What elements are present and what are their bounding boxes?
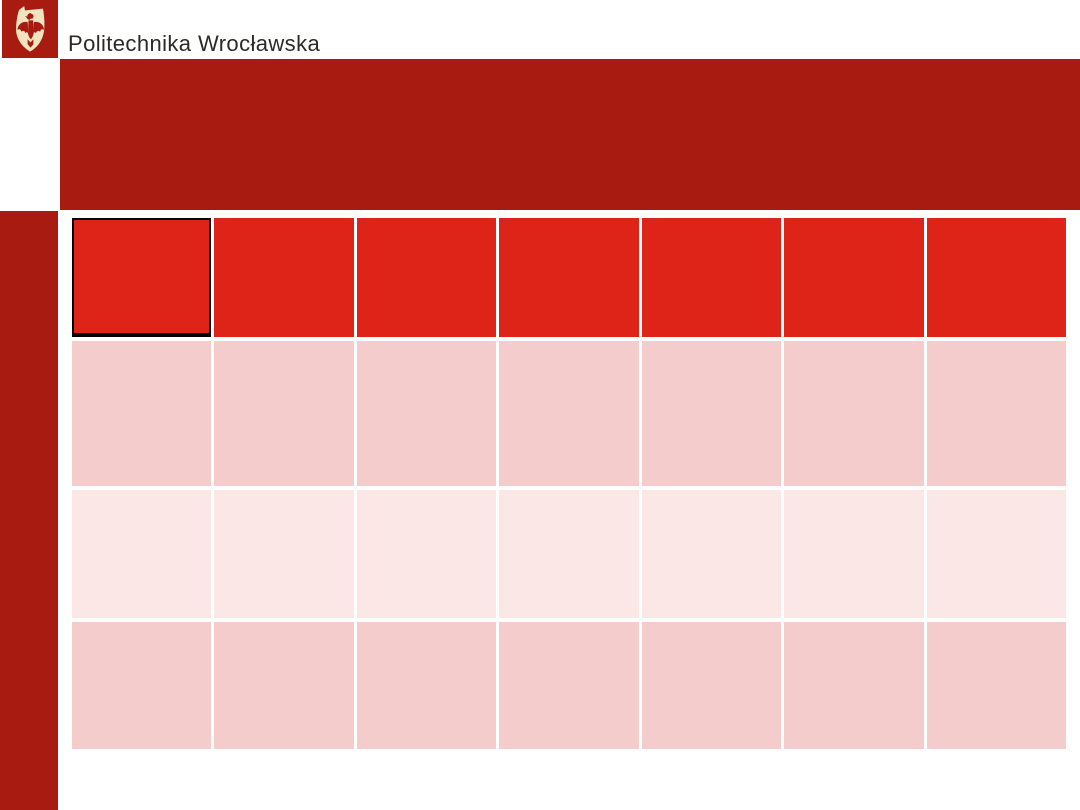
table-body-row [72, 341, 1066, 486]
table-body-cell[interactable] [641, 341, 782, 486]
table-body-cell[interactable] [499, 622, 639, 749]
table-body-cell[interactable] [72, 622, 212, 749]
table-header-cell[interactable] [214, 218, 354, 337]
table-body-cell[interactable] [784, 341, 924, 486]
table-body-cell[interactable] [784, 622, 924, 749]
table-body-cell[interactable] [641, 622, 782, 749]
table-body-cell[interactable] [926, 622, 1066, 749]
table-body-cell[interactable] [214, 341, 354, 486]
table-body-cell[interactable] [72, 341, 212, 486]
table-body-cell[interactable] [356, 490, 497, 618]
table-body-cell[interactable] [356, 622, 497, 749]
table-selected-cell[interactable] [72, 218, 212, 337]
table-header-cell[interactable] [356, 218, 497, 337]
table-body-cell[interactable] [356, 341, 497, 486]
table-body-cell[interactable] [214, 490, 354, 618]
table-body-cell[interactable] [926, 490, 1066, 618]
table-body-cell[interactable] [499, 490, 639, 618]
eagle-shield-icon [16, 6, 45, 52]
title-banner[interactable] [60, 59, 1080, 210]
table-header-cell[interactable] [641, 218, 782, 337]
table-header-cell[interactable] [926, 218, 1066, 337]
university-name: Politechnika Wrocławska [68, 31, 321, 56]
table-body-cell[interactable] [926, 341, 1066, 486]
table-header-row [72, 218, 1066, 337]
content-table [72, 218, 1066, 749]
table-body-cell[interactable] [214, 622, 354, 749]
left-accent-bar [0, 211, 58, 810]
table-body-cell[interactable] [72, 490, 212, 618]
table-body-cell[interactable] [499, 341, 639, 486]
table-body-cell[interactable] [784, 490, 924, 618]
table-header-cell[interactable] [784, 218, 924, 337]
table-body-row [72, 622, 1066, 749]
table-header-cell[interactable] [499, 218, 639, 337]
table-body-row [72, 490, 1066, 618]
university-logo [2, 0, 58, 58]
table-body-cell[interactable] [641, 490, 782, 618]
